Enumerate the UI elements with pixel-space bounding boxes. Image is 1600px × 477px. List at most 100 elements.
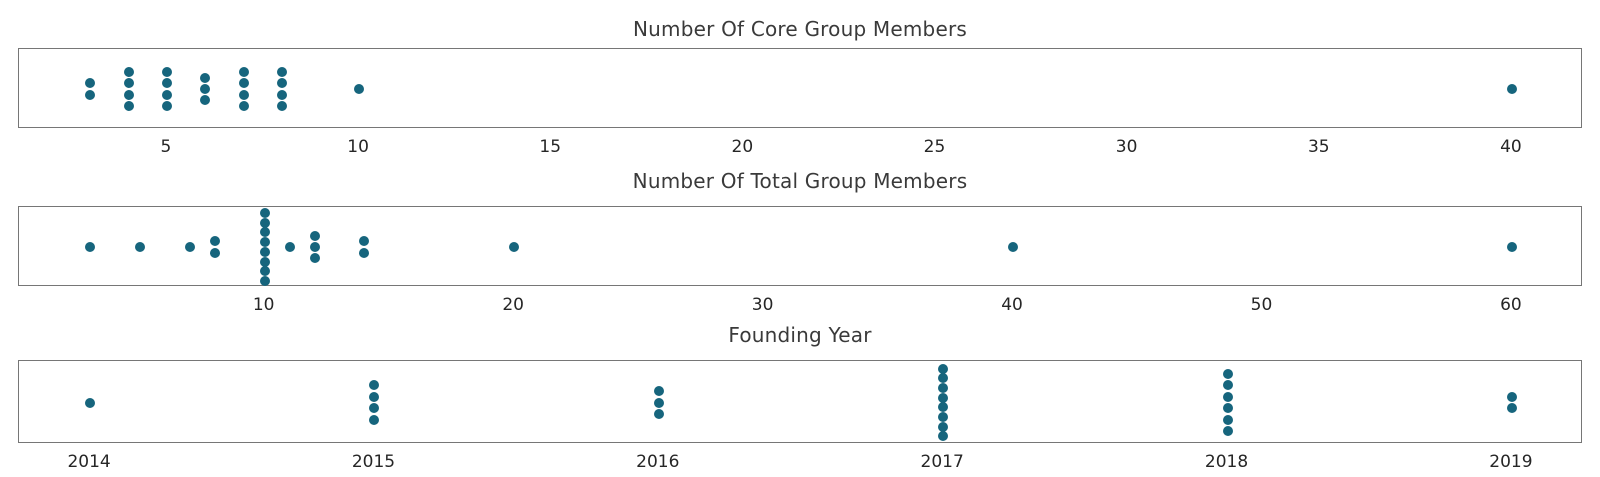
data-point xyxy=(369,380,380,391)
data-point xyxy=(238,66,249,77)
data-point xyxy=(1222,403,1233,414)
data-point xyxy=(369,414,380,425)
data-point xyxy=(938,421,949,432)
data-point xyxy=(359,236,370,247)
data-point xyxy=(238,78,249,89)
data-point xyxy=(277,78,288,89)
plot-area-core-group-members xyxy=(18,48,1582,128)
data-point xyxy=(85,242,96,252)
x-tick-label: 40 xyxy=(1500,137,1522,157)
data-point xyxy=(938,431,949,442)
chart-title-founding-year: Founding Year xyxy=(728,323,872,347)
x-tick-label: 5 xyxy=(160,137,172,157)
data-point xyxy=(85,397,96,408)
plot-area-founding-year xyxy=(18,360,1582,443)
data-point xyxy=(354,84,365,94)
data-point xyxy=(653,397,664,408)
x-tick-label: 40 xyxy=(1001,295,1023,315)
x-tick-label: 15 xyxy=(539,137,562,157)
data-point xyxy=(85,89,96,100)
x-tick-label: 30 xyxy=(1115,137,1138,157)
data-point xyxy=(938,412,949,423)
data-point xyxy=(209,247,220,258)
data-point xyxy=(85,78,96,89)
x-tick-label: 2019 xyxy=(1489,452,1533,472)
data-point xyxy=(277,66,288,77)
data-point xyxy=(369,391,380,402)
data-point xyxy=(259,256,270,267)
data-point xyxy=(938,373,949,384)
data-point xyxy=(1008,242,1019,252)
data-point xyxy=(209,236,220,247)
data-point xyxy=(259,275,270,286)
data-point xyxy=(1506,84,1517,94)
data-point xyxy=(509,242,520,252)
x-tick-label: 20 xyxy=(502,295,524,315)
chart-title-total-group-members: Number Of Total Group Members xyxy=(632,169,968,193)
data-point xyxy=(309,230,320,241)
data-point xyxy=(161,78,172,89)
data-point xyxy=(259,208,270,219)
x-tick-label: 2016 xyxy=(636,452,680,472)
data-point xyxy=(259,266,270,277)
x-tick-label: 50 xyxy=(1250,295,1273,315)
data-point xyxy=(259,246,270,257)
x-tick-label: 2015 xyxy=(351,452,396,472)
data-point xyxy=(161,101,172,112)
x-tick-label: 25 xyxy=(923,137,946,157)
x-axis-ticks-total-group-members: 10 20 30 40 50 60 xyxy=(0,294,1600,316)
data-point xyxy=(123,66,134,77)
data-point xyxy=(653,386,664,397)
data-point xyxy=(1222,391,1233,402)
x-tick-label: 2018 xyxy=(1204,452,1249,472)
data-point xyxy=(277,89,288,100)
data-point xyxy=(200,72,211,83)
data-point xyxy=(134,242,145,252)
data-point xyxy=(200,95,211,106)
data-point xyxy=(938,363,949,374)
data-point xyxy=(1506,403,1517,414)
x-tick-label: 20 xyxy=(731,137,754,157)
data-point xyxy=(938,402,949,413)
data-point xyxy=(653,408,664,419)
data-point xyxy=(309,253,320,264)
data-point xyxy=(238,101,249,112)
data-point xyxy=(369,403,380,414)
x-axis-ticks-core-group-members: 5 10 15 20 25 30 35 40 xyxy=(0,136,1600,158)
x-tick-label: 35 xyxy=(1307,137,1330,157)
data-point xyxy=(1222,369,1233,379)
data-point xyxy=(123,78,134,89)
data-point xyxy=(359,247,370,258)
data-point xyxy=(259,217,270,228)
data-point xyxy=(938,382,949,393)
x-tick-label: 30 xyxy=(751,295,774,315)
data-point xyxy=(184,242,195,252)
x-tick-label: 2014 xyxy=(67,452,111,472)
data-point xyxy=(1506,391,1517,402)
data-point xyxy=(161,66,172,77)
data-point xyxy=(284,242,295,252)
x-axis-ticks-founding-year: 2014 2015 2016 2017 2018 2019 xyxy=(0,451,1600,473)
data-point xyxy=(1222,380,1233,391)
x-tick-label: 2017 xyxy=(920,452,964,472)
chart-title-core-group-members: Number Of Core Group Members xyxy=(632,17,968,41)
data-point xyxy=(938,392,949,403)
data-point xyxy=(1222,426,1233,436)
x-tick-label: 10 xyxy=(252,295,275,315)
data-point xyxy=(123,101,134,112)
plot-area-total-group-members xyxy=(18,206,1582,286)
data-point xyxy=(123,89,134,100)
data-point xyxy=(259,237,270,248)
data-point xyxy=(238,89,249,100)
data-point xyxy=(309,242,320,252)
data-point xyxy=(277,101,288,112)
x-tick-label: 10 xyxy=(347,137,369,157)
data-point xyxy=(259,227,270,238)
data-point xyxy=(1222,414,1233,425)
data-point xyxy=(200,84,211,94)
data-point xyxy=(1506,242,1517,252)
